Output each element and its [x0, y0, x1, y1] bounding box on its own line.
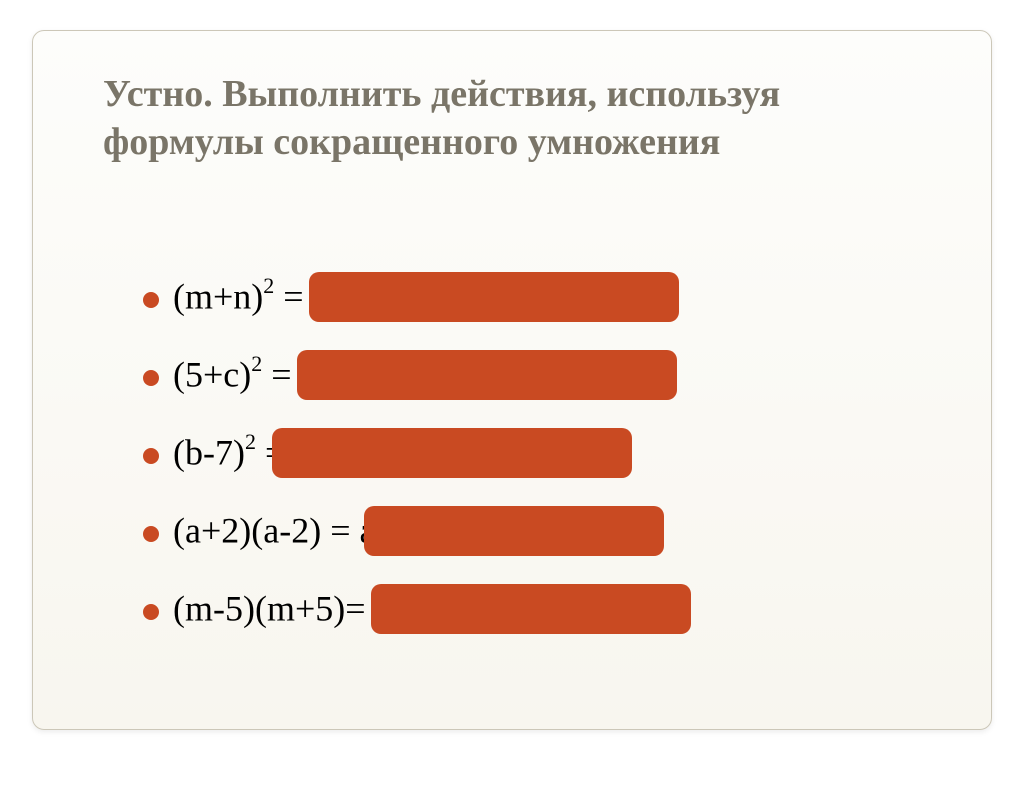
answer-cover: [364, 506, 664, 556]
formula-row: (m+n)2 = n: [143, 271, 921, 329]
formula-text: (5+c)2 = 2: [173, 353, 677, 403]
bullet-icon: [143, 604, 159, 620]
formula-text: (m+n)2 = n: [173, 275, 679, 325]
formula-text: (b-7)2 =: [173, 431, 632, 481]
formula-row: (5+c)2 = 2: [143, 349, 921, 407]
formula-text: (a+2)(a-2) = a2: [173, 509, 664, 559]
bullet-icon: [143, 526, 159, 542]
formula-row: (b-7)2 =: [143, 427, 921, 485]
slide-title: Устно. Выполнить действия, используя фор…: [103, 71, 921, 166]
formula-text: (m-5)(m+5)= n: [173, 587, 691, 637]
answer-cover: [309, 272, 679, 322]
answer-cover: [272, 428, 632, 478]
answer-cover: [297, 350, 677, 400]
formula-row: (m-5)(m+5)= n: [143, 583, 921, 641]
formula-list: (m+n)2 = n (5+c)2 = 2 (b-7)2 = (a+2)(a-2) …: [143, 271, 921, 661]
answer-cover: [371, 584, 691, 634]
bullet-icon: [143, 370, 159, 386]
slide: Устно. Выполнить действия, используя фор…: [32, 30, 992, 730]
formula-row: (a+2)(a-2) = a2: [143, 505, 921, 563]
bullet-icon: [143, 448, 159, 464]
bullet-icon: [143, 292, 159, 308]
